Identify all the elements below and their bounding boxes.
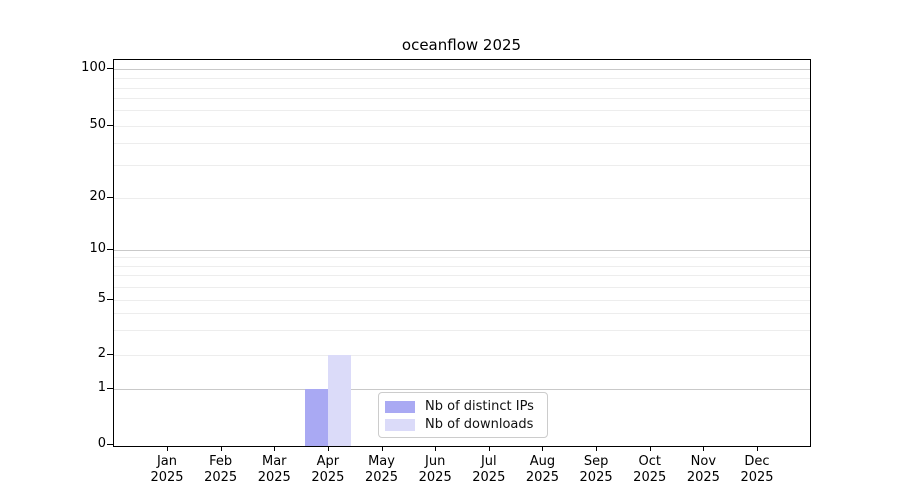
x-tick-label-month: Mar [262, 454, 287, 469]
legend-item-distinct-ips: Nb of distinct IPs [385, 399, 540, 414]
x-tick-label-year: 2025 [364, 470, 399, 485]
y-tick-mark [107, 354, 113, 355]
y-tick-mark [107, 299, 113, 300]
plot-area [113, 59, 811, 447]
minor-gridline [114, 143, 810, 144]
x-tick-label-month: Oct [638, 454, 661, 469]
y-tick-mark [107, 249, 113, 250]
minor-gridline [114, 330, 810, 331]
major-gridline [114, 250, 810, 251]
y-tick-label: 10 [89, 241, 106, 256]
minor-gridline [114, 287, 810, 288]
bar-downloads [327, 355, 351, 446]
x-tick-mark [167, 446, 168, 451]
x-tick-label-month: Feb [209, 454, 233, 469]
minor-gridline [114, 126, 810, 127]
x-tick-label-month: May [368, 454, 395, 469]
x-tick-mark [596, 446, 598, 451]
y-tick-mark [107, 388, 113, 389]
minor-gridline [114, 275, 810, 276]
y-tick-label: 20 [89, 189, 106, 204]
x-tick-mark [757, 446, 758, 451]
x-tick-label-year: 2025 [150, 470, 184, 485]
y-tick-mark [107, 125, 113, 126]
x-tick-label-month: Aug [529, 454, 556, 469]
x-tick-label-year: 2025 [633, 470, 667, 485]
y-tick-label: 50 [89, 117, 106, 132]
x-tick-label-month: Nov [690, 454, 717, 469]
x-tick-label-year: 2025 [686, 470, 720, 485]
x-tick-mark [274, 446, 276, 451]
y-tick-label: 5 [97, 291, 106, 306]
legend-swatch-downloads-icon [385, 418, 415, 431]
x-tick-mark [381, 446, 383, 451]
minor-gridline [114, 165, 810, 166]
minor-gridline [114, 198, 810, 199]
legend: Nb of distinct IPs Nb of downloads [378, 392, 548, 438]
x-tick-label-month: Jun [425, 454, 446, 469]
minor-gridline [114, 110, 810, 111]
y-tick-mark [107, 68, 113, 69]
x-tick-label-month: Dec [744, 454, 770, 469]
legend-label-distinct-ips: Nb of distinct IPs [425, 399, 534, 414]
y-tick-label: 100 [81, 60, 106, 75]
x-tick-label-year: 2025 [525, 470, 559, 485]
x-tick-label-month: Jan [156, 454, 178, 469]
y-tick-mark [107, 444, 113, 445]
y-tick-label: 2 [97, 346, 106, 361]
legend-label-downloads: Nb of downloads [425, 417, 534, 432]
minor-gridline [114, 98, 810, 99]
minor-gridline [114, 355, 810, 356]
x-tick-label-year: 2025 [204, 470, 238, 485]
legend-swatch-distinct-ips-icon [385, 400, 415, 413]
major-gridline [114, 389, 810, 390]
x-tick-label-month: Apr [316, 454, 340, 469]
major-gridline [114, 69, 810, 70]
x-tick-label-year: 2025 [418, 470, 452, 485]
minor-gridline [114, 266, 810, 267]
x-tick-mark [649, 446, 651, 451]
x-tick-label-month: Jul [480, 454, 497, 469]
chart-title: oceanflow 2025 [401, 36, 522, 54]
y-tick-label: 1 [97, 380, 106, 395]
minor-gridline [114, 313, 810, 314]
x-tick-label-year: 2025 [472, 470, 506, 485]
x-tick-mark [435, 446, 437, 451]
x-tick-mark [703, 446, 705, 451]
minor-gridline [114, 78, 810, 79]
x-tick-mark [327, 446, 329, 451]
bar-distinct-ips [304, 389, 328, 446]
x-tick-label-year: 2025 [579, 470, 613, 485]
x-tick-mark [220, 446, 222, 451]
legend-item-downloads: Nb of downloads [385, 417, 540, 432]
minor-gridline [114, 257, 810, 258]
x-tick-mark [542, 446, 544, 451]
x-tick-label-year: 2025 [740, 470, 774, 485]
x-tick-label-month: Sep [583, 454, 609, 469]
x-tick-label-year: 2025 [311, 470, 345, 485]
minor-gridline [114, 88, 810, 89]
minor-gridline [114, 300, 810, 301]
x-tick-label-year: 2025 [257, 470, 291, 485]
y-tick-mark [107, 197, 113, 198]
x-tick-mark [488, 446, 490, 451]
y-tick-label: 0 [97, 436, 106, 451]
